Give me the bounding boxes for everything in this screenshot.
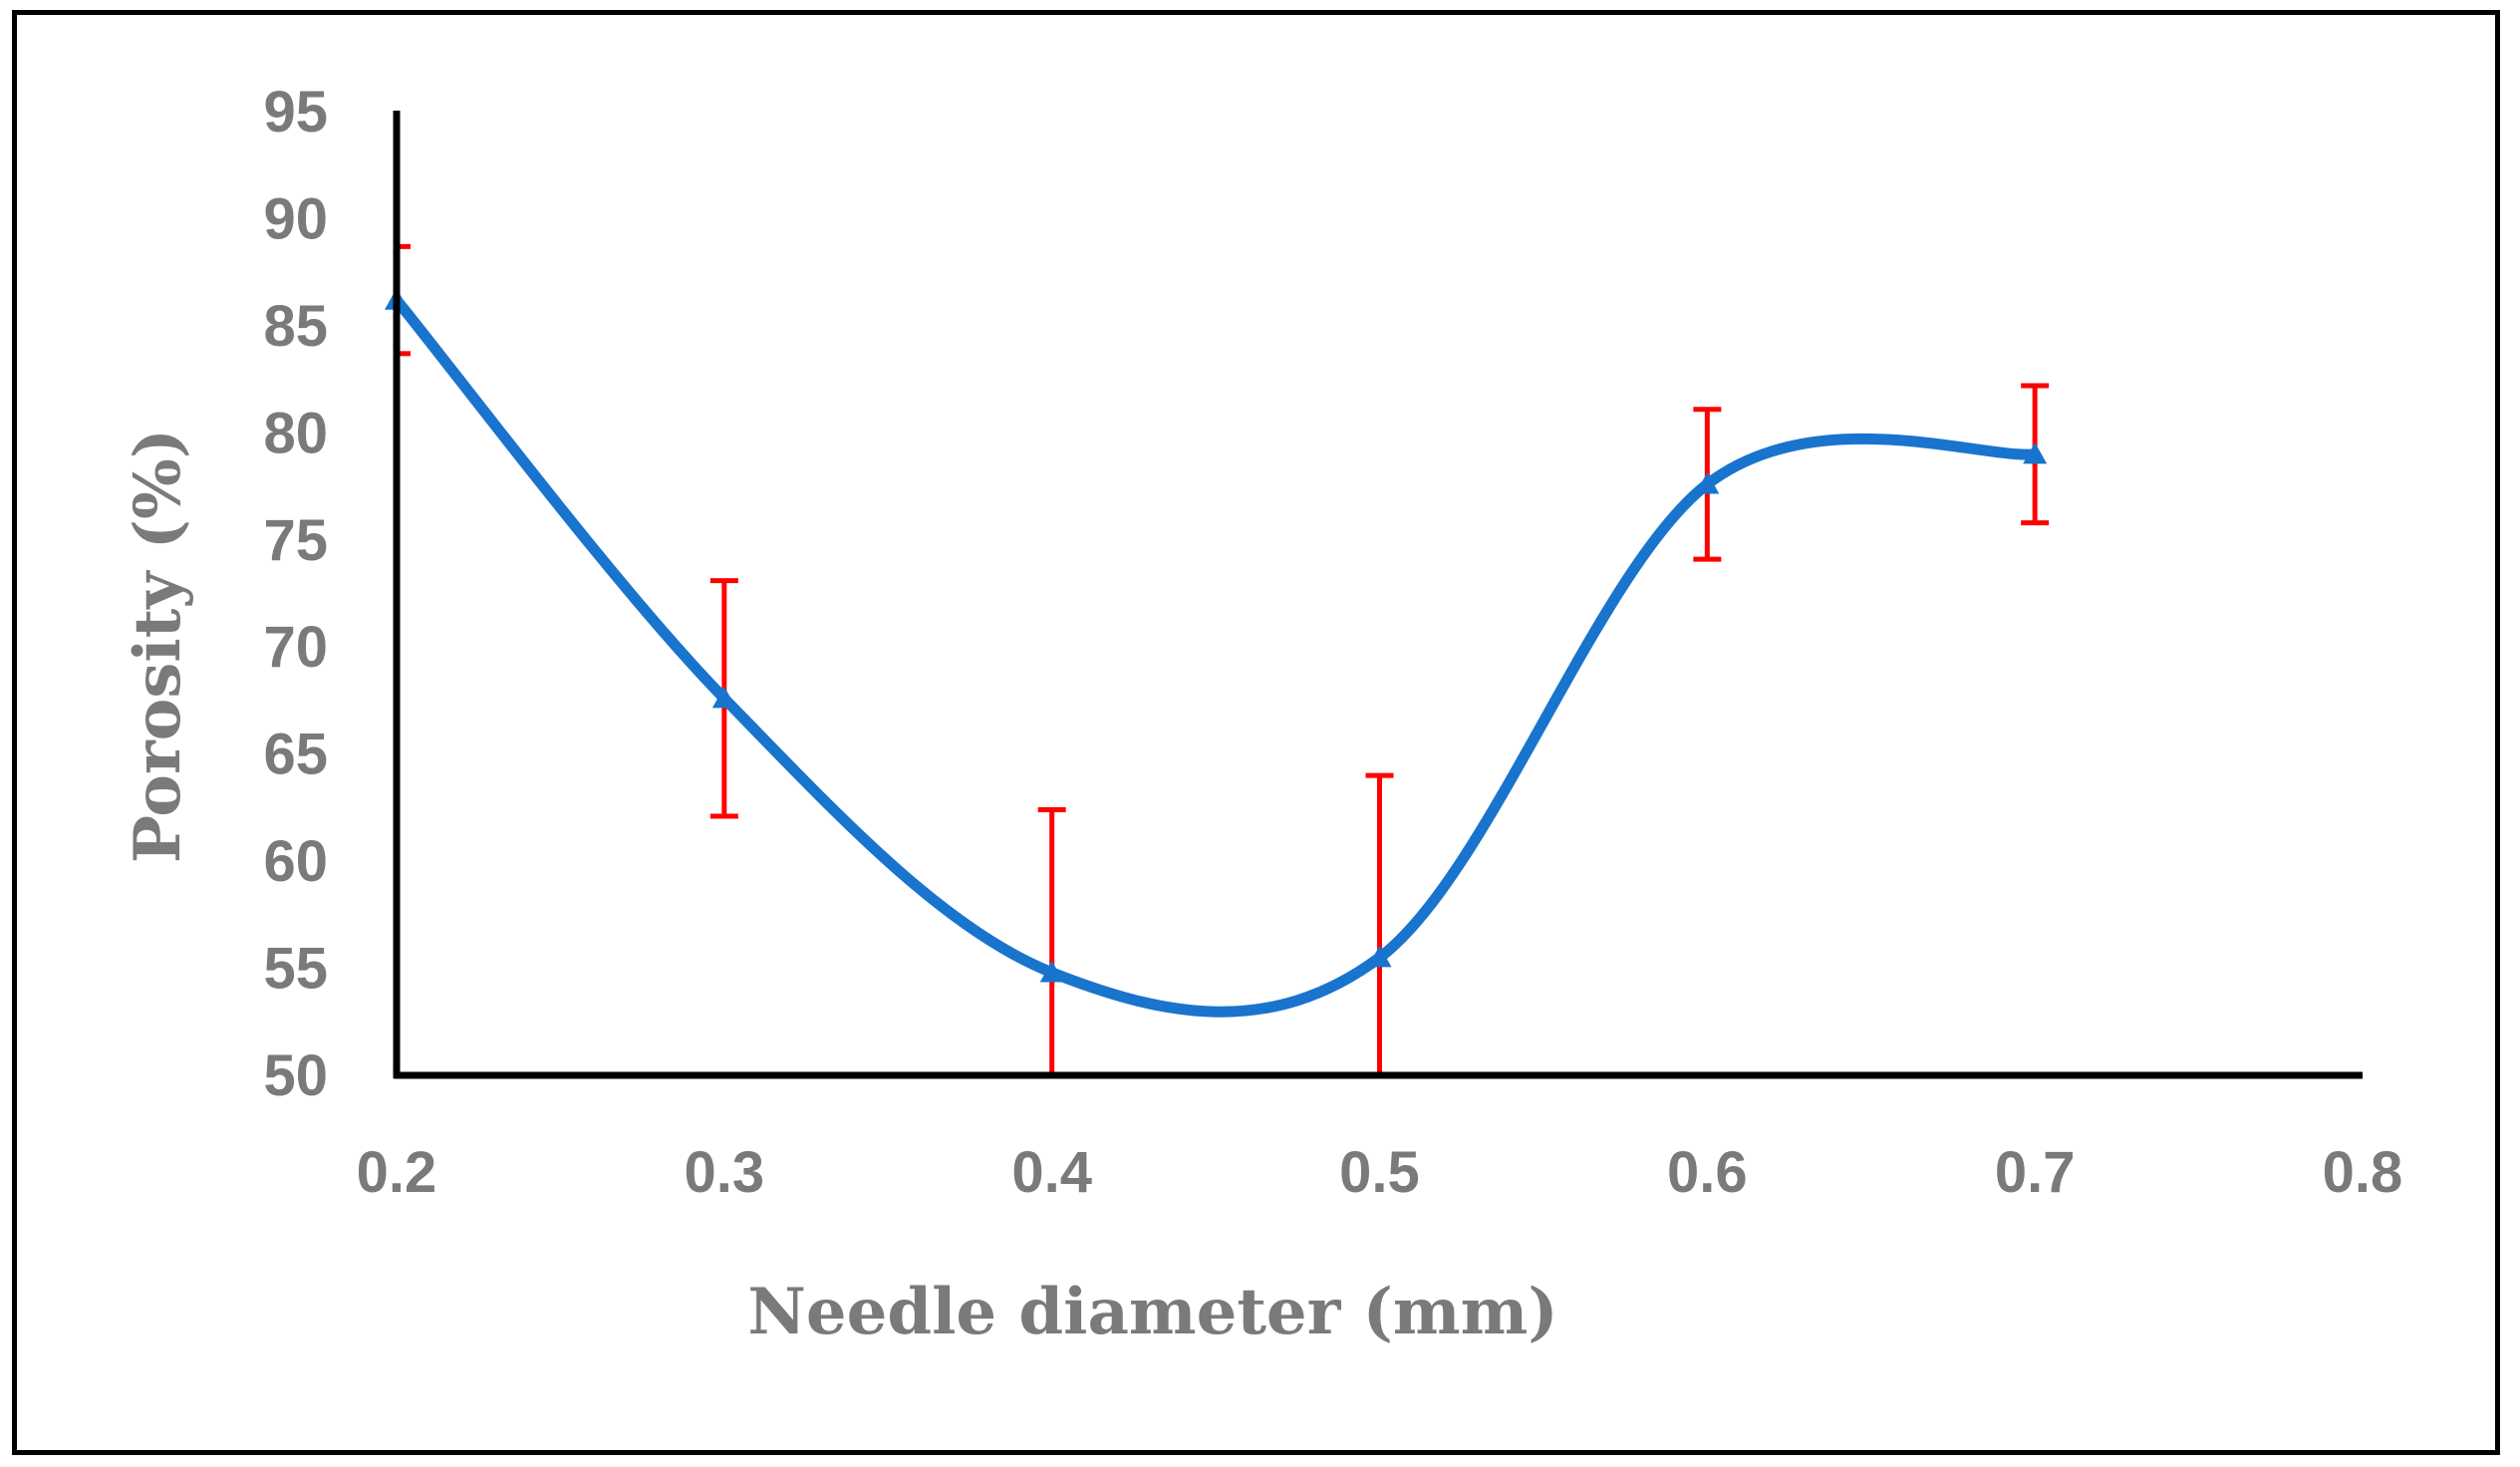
y-tick-label: 85: [263, 294, 328, 359]
data-point-marker: [711, 686, 736, 709]
y-tick-label: 70: [263, 615, 328, 680]
x-tick-label: 0.7: [1995, 1140, 2076, 1205]
y-tick-label: 65: [263, 723, 328, 787]
series-line: [391, 294, 2041, 1018]
y-axis-title: Porosity (%): [121, 429, 195, 863]
y-tick-label: 60: [263, 829, 328, 894]
data-markers: [385, 288, 2048, 983]
data-point-marker: [1695, 471, 1720, 494]
y-tick-label: 95: [263, 80, 328, 145]
data-point-marker: [2023, 441, 2048, 464]
chart-frame: 95 90 85 80 75 70 65 60 55 50 0.2 0.3 0.4 0.5 0.6 0.7 0…: [12, 10, 2500, 1455]
x-tick-label: 0.2: [357, 1140, 437, 1205]
error-bar: [1037, 807, 1066, 1075]
error-bar: [1365, 772, 1394, 1075]
x-tick-label: 0.8: [2323, 1140, 2403, 1205]
x-axis-title: Needle diameter (mm): [747, 1275, 1557, 1349]
data-point-marker: [1039, 960, 1064, 983]
x-tick-label: 0.4: [1011, 1140, 1092, 1205]
x-tick-label: 0.3: [685, 1140, 765, 1205]
data-point-marker: [1367, 945, 1392, 968]
y-tick-label: 80: [263, 401, 328, 465]
y-tick-label: 75: [263, 508, 328, 573]
y-tick-label: 50: [263, 1043, 328, 1108]
y-tick-labels: 95 90 85 80 75 70 65 60 55 50: [263, 80, 328, 1108]
x-tick-label: 0.5: [1339, 1140, 1420, 1205]
x-tick-labels: 0.2 0.3 0.4 0.5 0.6 0.7 0.8: [357, 1140, 2403, 1205]
x-tick-label: 0.6: [1667, 1140, 1748, 1205]
error-bars: [394, 243, 2050, 1075]
y-tick-label: 55: [263, 937, 328, 1002]
y-tick-label: 90: [263, 186, 328, 251]
